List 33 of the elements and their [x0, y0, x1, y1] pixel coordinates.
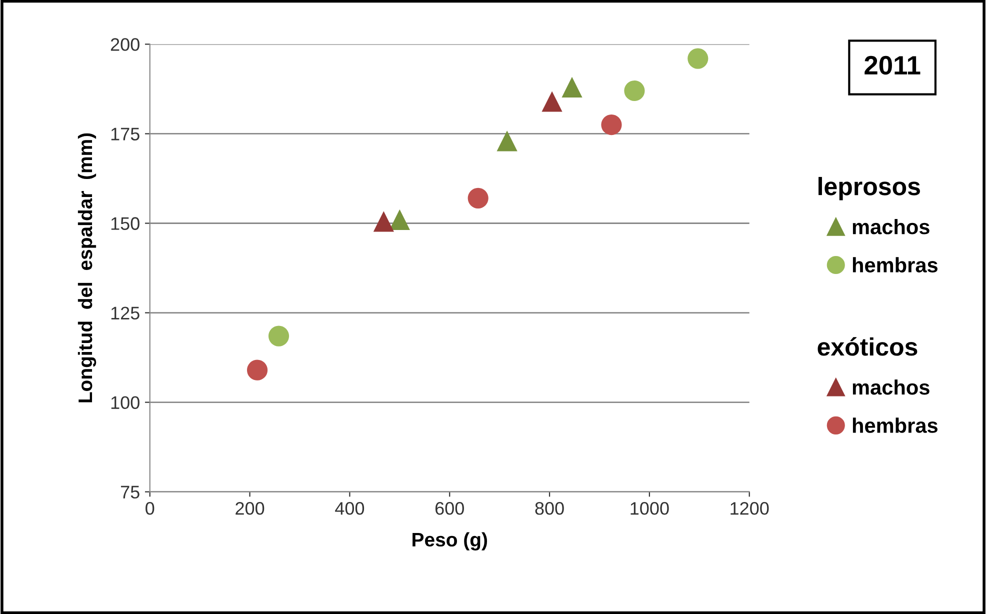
x-tick-label: 200	[236, 502, 264, 515]
point	[389, 209, 410, 230]
point	[268, 326, 290, 346]
legend-label: machos	[852, 219, 930, 234]
point	[542, 91, 562, 112]
point	[373, 211, 394, 232]
x-tick-label: 1000	[630, 502, 669, 515]
legend-label: hembras	[852, 257, 938, 272]
x-tick-label: 800	[535, 502, 564, 515]
text: 2011	[864, 56, 920, 75]
x-tick-label: 400	[335, 502, 364, 515]
legend-label: hembras	[852, 418, 938, 433]
x-axis-title: Peso (g)	[412, 532, 488, 550]
point	[601, 114, 622, 136]
y-tick-label: 200	[110, 38, 140, 51]
text: leprosos	[818, 176, 920, 200]
point	[246, 360, 268, 380]
point	[688, 48, 708, 69]
y-tick-label: 75	[120, 486, 140, 499]
point	[468, 188, 488, 208]
y-axis-title: Longitud del espaldar (mm)	[78, 133, 96, 402]
point	[624, 80, 645, 102]
point	[562, 76, 582, 98]
y-tick-label: 125	[111, 306, 140, 320]
y-tick-label: 175	[111, 128, 140, 140]
legend-label: machos	[852, 379, 930, 395]
y-tick-label: 150	[111, 217, 140, 230]
y-tick-label: 100	[111, 396, 140, 410]
point	[496, 130, 518, 152]
x-tick-label: 1200	[730, 502, 769, 515]
x-tick-label: 600	[435, 502, 464, 515]
text: exóticos	[818, 337, 918, 356]
x-tick-label: 0	[146, 502, 154, 515]
